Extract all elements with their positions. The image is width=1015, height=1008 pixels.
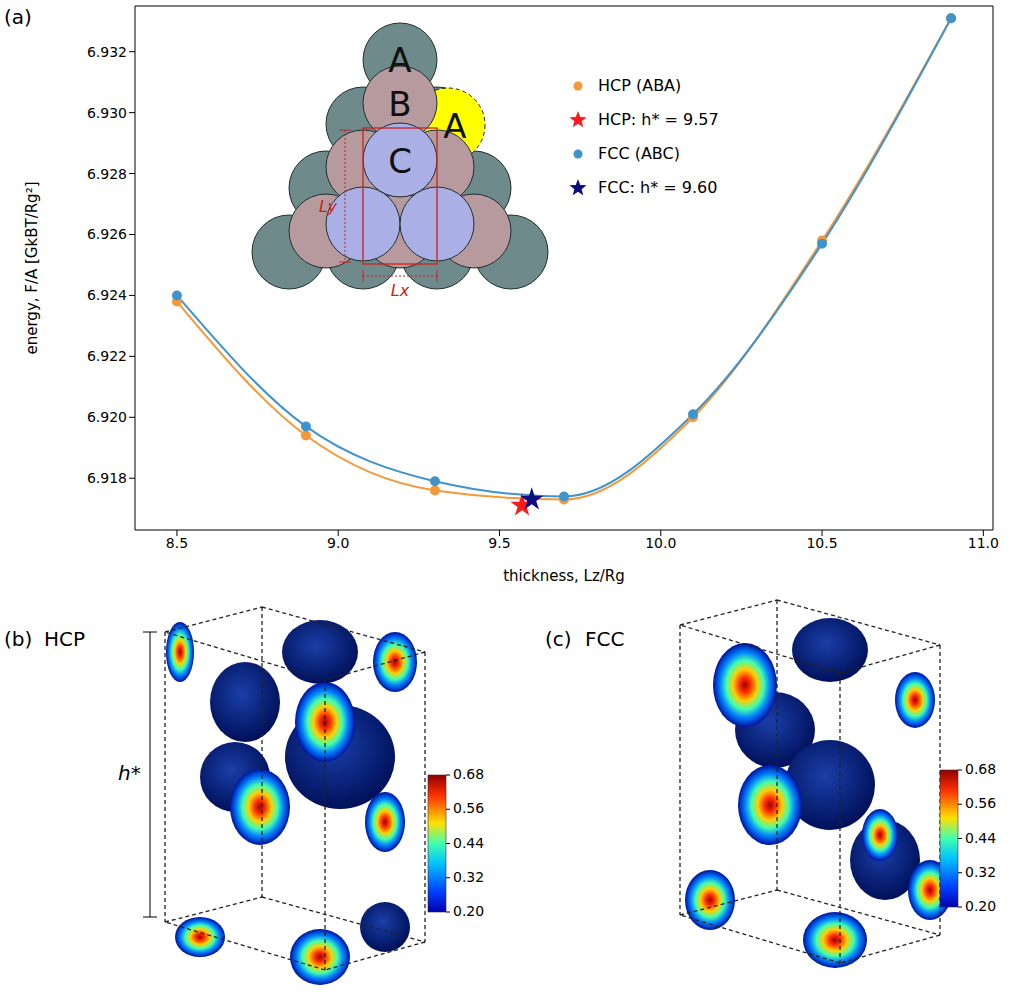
svg-text:HCP: h* = 9.57: HCP: h* = 9.57 — [598, 110, 719, 129]
svg-text:C: C — [388, 141, 412, 181]
svg-text:0.20: 0.20 — [453, 903, 484, 919]
svg-text:6.932: 6.932 — [87, 44, 127, 60]
svg-text:FCC (ABC): FCC (ABC) — [598, 144, 680, 163]
svg-text:6.926: 6.926 — [87, 226, 127, 242]
svg-text:(c): (c) — [545, 627, 572, 651]
svg-text:B: B — [388, 84, 411, 124]
svg-text:11.0: 11.0 — [968, 535, 999, 551]
svg-text:8.5: 8.5 — [166, 535, 188, 551]
svg-text:0.68: 0.68 — [453, 766, 484, 782]
svg-text:(b): (b) — [4, 627, 32, 651]
svg-text:0.32: 0.32 — [453, 869, 484, 885]
svg-text:0.44: 0.44 — [965, 830, 996, 846]
svg-text:Lx: Lx — [391, 281, 410, 300]
svg-text:HCP: HCP — [44, 627, 85, 651]
svg-text:6.924: 6.924 — [87, 287, 127, 303]
svg-text:energy, F/A [GkBT/Rg²]: energy, F/A [GkBT/Rg²] — [23, 182, 41, 355]
svg-text:0.56: 0.56 — [453, 800, 484, 816]
svg-text:h*: h* — [118, 761, 141, 785]
svg-text:0.56: 0.56 — [965, 795, 996, 811]
svg-text:0.20: 0.20 — [965, 898, 996, 914]
svg-text:A: A — [443, 106, 466, 146]
svg-text:HCP (ABA): HCP (ABA) — [598, 76, 681, 95]
svg-text:thickness, Lz/Rg: thickness, Lz/Rg — [503, 567, 625, 585]
svg-text:(a): (a) — [4, 5, 32, 29]
svg-text:0.32: 0.32 — [965, 864, 996, 880]
svg-text:FCC: FCC — [585, 627, 624, 651]
svg-text:0.68: 0.68 — [965, 761, 996, 777]
svg-text:6.920: 6.920 — [87, 409, 127, 425]
svg-text:6.922: 6.922 — [87, 348, 127, 364]
svg-text:10.5: 10.5 — [806, 535, 837, 551]
svg-text:0.44: 0.44 — [453, 835, 484, 851]
svg-text:A: A — [388, 40, 411, 80]
svg-text:Ly: Ly — [319, 197, 337, 216]
svg-text:9.0: 9.0 — [327, 535, 349, 551]
svg-text:6.928: 6.928 — [87, 166, 127, 182]
svg-text:9.5: 9.5 — [488, 535, 510, 551]
svg-text:6.930: 6.930 — [87, 105, 127, 121]
svg-text:10.0: 10.0 — [645, 535, 676, 551]
svg-text:6.918: 6.918 — [87, 470, 127, 486]
svg-text:FCC: h* = 9.60: FCC: h* = 9.60 — [598, 178, 717, 197]
